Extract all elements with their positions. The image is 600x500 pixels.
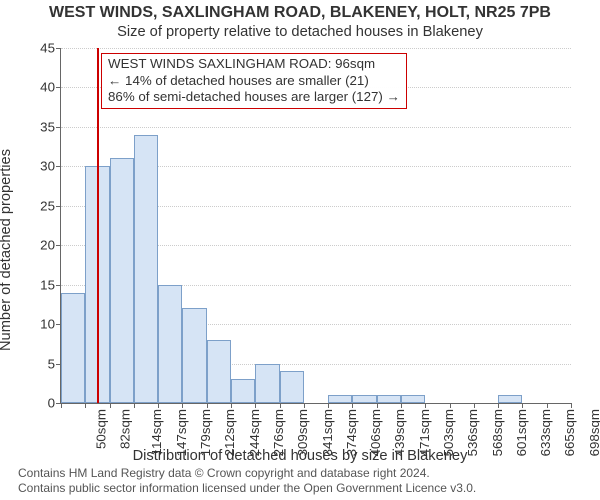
x-tick <box>61 403 62 408</box>
x-tick <box>110 403 111 408</box>
y-tick <box>56 206 61 207</box>
y-tick-label: 15 <box>40 277 55 292</box>
y-tick-label: 40 <box>40 80 55 95</box>
x-tick-label: 114sqm <box>149 409 164 455</box>
y-tick-label: 5 <box>48 356 55 371</box>
x-tick-label: 374sqm <box>344 409 359 456</box>
gridline <box>61 48 571 49</box>
x-tick <box>547 403 548 408</box>
x-tick <box>498 403 499 408</box>
x-tick-label: 82sqm <box>118 409 133 449</box>
histogram-bar <box>158 285 182 403</box>
x-tick-label: 698sqm <box>587 409 600 456</box>
x-tick-label: 633sqm <box>538 409 553 456</box>
plot-area: 05101520253035404550sqm82sqm114sqm147sqm… <box>60 48 571 404</box>
x-tick-label: 244sqm <box>247 409 262 456</box>
annotation-line: WEST WINDS SAXLINGHAM ROAD: 96sqm <box>108 56 400 73</box>
x-tick <box>425 403 426 408</box>
x-tick <box>474 403 475 408</box>
y-tick <box>56 48 61 49</box>
footer-line-2: Contains public sector information licen… <box>18 481 476 496</box>
x-tick <box>352 403 353 408</box>
histogram-bar <box>255 364 279 403</box>
histogram-bar <box>352 395 376 403</box>
x-tick <box>450 403 451 408</box>
x-tick-label: 471sqm <box>417 409 432 456</box>
y-tick <box>56 127 61 128</box>
histogram-bar <box>401 395 425 403</box>
histogram-bar <box>182 308 206 403</box>
x-tick-label: 406sqm <box>368 409 383 456</box>
x-tick-label: 341sqm <box>319 409 334 456</box>
histogram-bar <box>110 158 134 403</box>
x-tick-label: 179sqm <box>198 409 213 456</box>
y-tick <box>56 285 61 286</box>
x-tick <box>328 403 329 408</box>
annotation-line: ← 14% of detached houses are smaller (21… <box>108 73 400 90</box>
y-tick <box>56 166 61 167</box>
histogram-bar <box>280 371 304 403</box>
x-tick <box>304 403 305 408</box>
y-tick-label: 10 <box>40 317 55 332</box>
x-tick <box>85 403 86 408</box>
chart-title-sub: Size of property relative to detached ho… <box>0 24 600 40</box>
x-tick <box>231 403 232 408</box>
x-tick-label: 309sqm <box>295 409 310 456</box>
x-tick-label: 439sqm <box>392 409 407 456</box>
x-tick <box>255 403 256 408</box>
footer: Contains HM Land Registry data © Crown c… <box>18 466 476 496</box>
x-tick <box>377 403 378 408</box>
y-tick-label: 45 <box>40 41 55 56</box>
x-tick <box>207 403 208 408</box>
y-tick <box>56 87 61 88</box>
histogram-bar <box>328 395 352 403</box>
histogram-bar <box>61 293 85 403</box>
histogram-bar <box>377 395 401 403</box>
x-tick <box>522 403 523 408</box>
annotation-line: 86% of semi-detached houses are larger (… <box>108 89 400 106</box>
y-tick-label: 20 <box>40 238 55 253</box>
annotation-box: WEST WINDS SAXLINGHAM ROAD: 96sqm← 14% o… <box>101 53 407 109</box>
gridline <box>61 127 571 128</box>
y-axis-label: Number of detached properties <box>0 149 14 351</box>
x-tick-label: 665sqm <box>562 409 577 456</box>
y-tick-label: 30 <box>40 159 55 174</box>
footer-line-1: Contains HM Land Registry data © Crown c… <box>18 466 476 481</box>
y-tick-label: 35 <box>40 119 55 134</box>
x-tick <box>182 403 183 408</box>
x-tick-label: 276sqm <box>271 409 286 456</box>
histogram-bar <box>134 135 158 403</box>
reference-line <box>97 48 99 403</box>
histogram-bar <box>498 395 522 403</box>
x-tick-label: 50sqm <box>94 409 109 449</box>
x-tick <box>158 403 159 408</box>
y-tick-label: 25 <box>40 198 55 213</box>
y-tick-label: 0 <box>48 396 55 411</box>
x-tick-label: 147sqm <box>174 409 189 456</box>
chart-title-main: WEST WINDS, SAXLINGHAM ROAD, BLAKENEY, H… <box>0 4 600 22</box>
x-tick-label: 212sqm <box>222 409 237 456</box>
x-tick-label: 601sqm <box>514 409 529 456</box>
x-tick-label: 536sqm <box>465 409 480 456</box>
x-tick <box>571 403 572 408</box>
x-tick <box>280 403 281 408</box>
x-tick <box>134 403 135 408</box>
histogram-bar <box>207 340 231 403</box>
x-tick-label: 503sqm <box>441 409 456 456</box>
histogram-bar <box>231 379 255 403</box>
y-tick <box>56 245 61 246</box>
x-tick <box>401 403 402 408</box>
x-tick-label: 568sqm <box>489 409 504 456</box>
